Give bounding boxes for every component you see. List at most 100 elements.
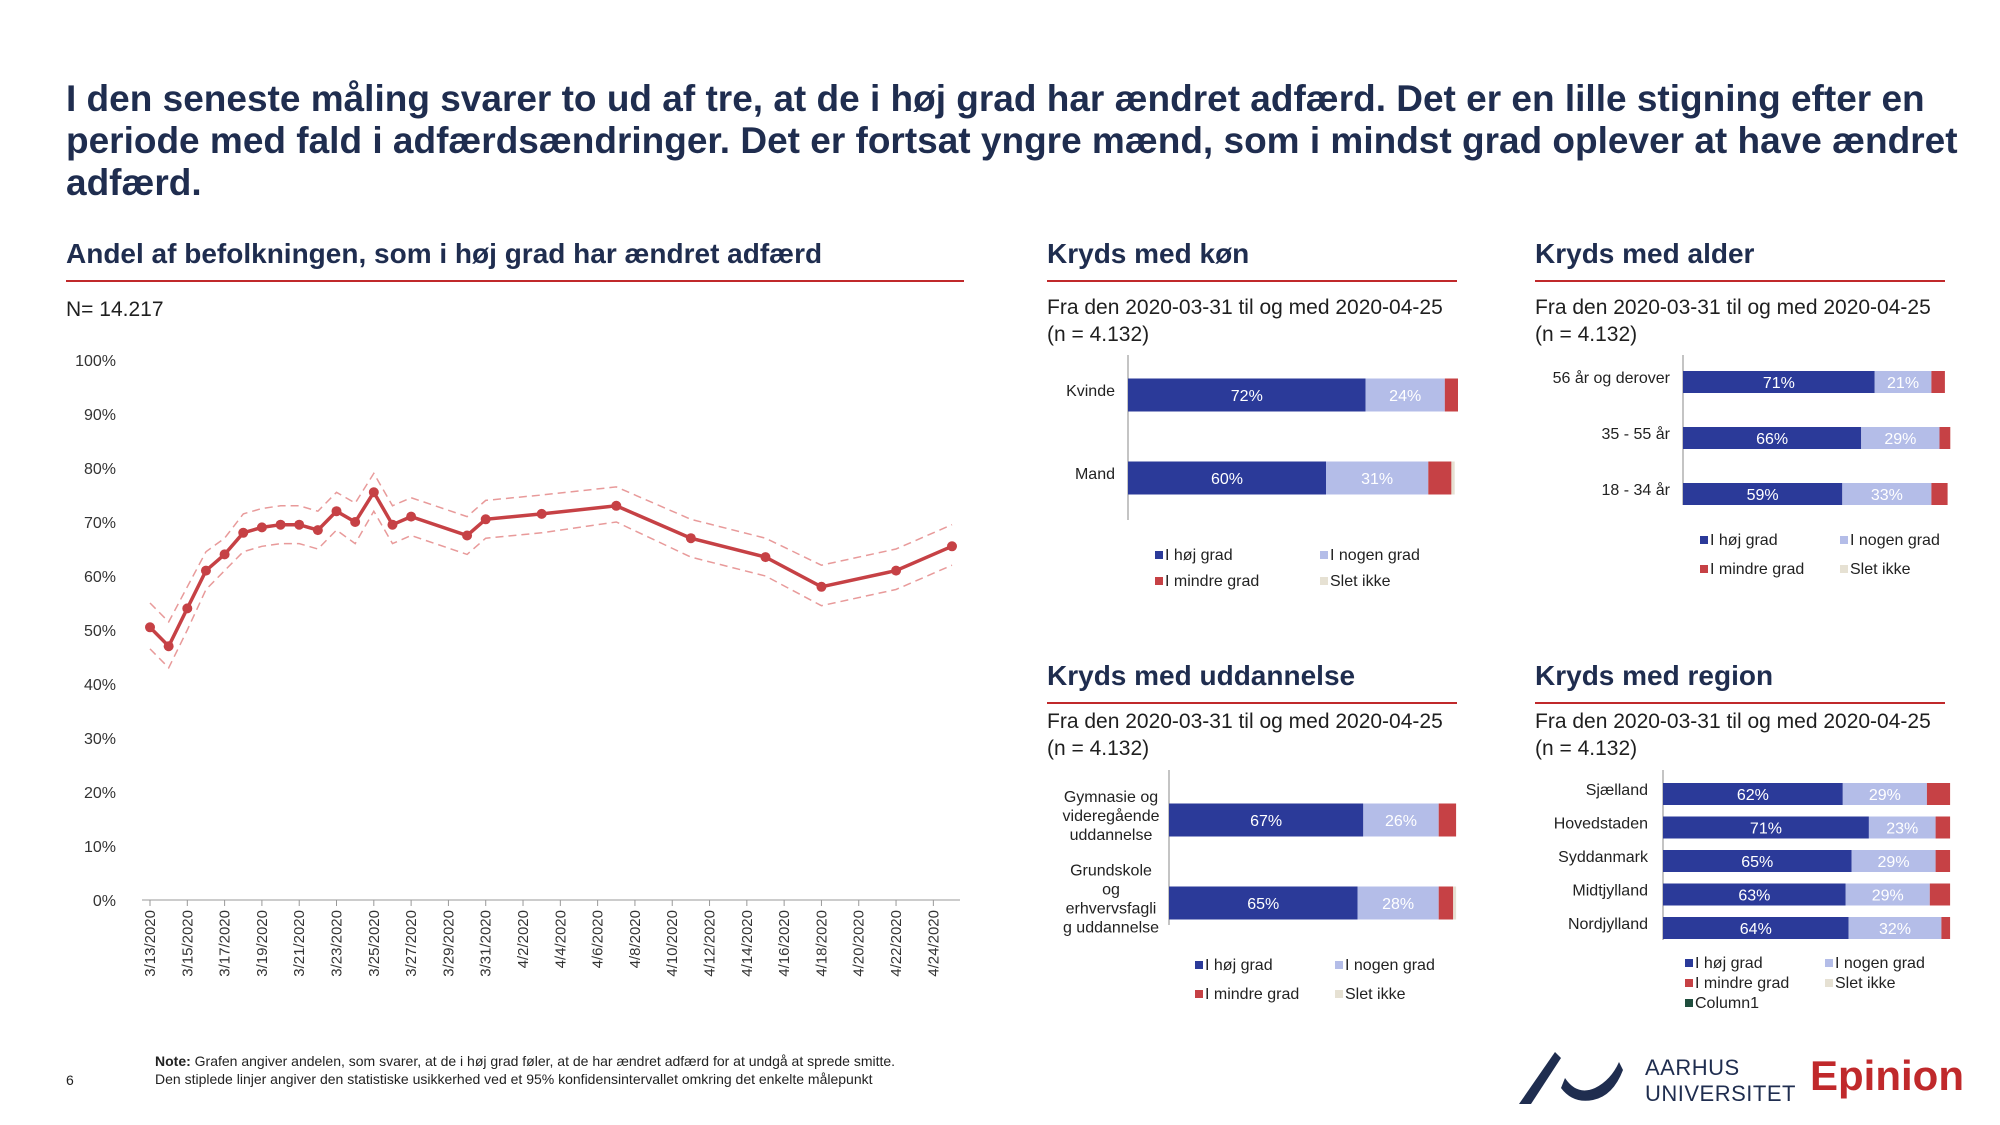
legend-swatch xyxy=(1825,979,1833,987)
age-stacked-bar-chart: 71% 21% 56 år og derover 66% 29% 35 - 55 år 59… xyxy=(1553,355,1951,578)
line-chart-title-rule xyxy=(66,280,964,282)
data-point xyxy=(256,522,267,533)
category-label: g uddannelse xyxy=(1063,920,1159,937)
y-tick-label: 50% xyxy=(84,623,116,640)
y-tick-label: 20% xyxy=(84,785,116,802)
y-tick-label: 30% xyxy=(84,731,116,748)
x-tick-label: 4/10/2020 xyxy=(664,910,681,977)
x-tick-label: 4/20/2020 xyxy=(851,910,868,977)
age-panel-subtitle: Fra den 2020-03-31 til og med 2020-04-25… xyxy=(1535,294,1931,348)
x-tick-label: 3/17/2020 xyxy=(217,910,234,977)
bar-segment xyxy=(1438,886,1454,920)
y-tick-label: 40% xyxy=(84,677,116,694)
bar-segment xyxy=(1931,371,1945,393)
data-label: 29% xyxy=(1872,888,1904,905)
region-panel-rule xyxy=(1535,702,1945,704)
legend-label: Column1 xyxy=(1695,995,1759,1012)
gender-panel-rule xyxy=(1047,280,1457,282)
data-point xyxy=(462,530,473,541)
x-tick-label: 3/25/2020 xyxy=(366,910,383,977)
bar-segment xyxy=(1861,427,1940,449)
data-label: 72% xyxy=(1231,388,1263,405)
page-headline: I den seneste måling svarer to ud af tre… xyxy=(66,78,1958,203)
data-label: 32% xyxy=(1879,921,1911,938)
bar-segment xyxy=(1169,886,1358,920)
age-panel-title: Kryds med alder xyxy=(1535,238,1755,269)
bar-segment xyxy=(1357,886,1439,920)
legend-swatch xyxy=(1195,961,1203,969)
data-label: 65% xyxy=(1247,896,1279,913)
bar-segment xyxy=(1363,803,1439,837)
data-label: 23% xyxy=(1886,821,1918,838)
bar-segment xyxy=(1939,427,1951,449)
data-label: 29% xyxy=(1878,854,1910,871)
data-label: 60% xyxy=(1211,471,1243,488)
data-point xyxy=(200,565,211,576)
bar-segment xyxy=(1365,378,1445,412)
bar-segment xyxy=(1935,850,1951,872)
x-tick-label: 3/13/2020 xyxy=(142,910,159,977)
y-tick-label: 10% xyxy=(84,839,116,856)
data-label: 21% xyxy=(1887,375,1919,392)
x-tick-label: 4/16/2020 xyxy=(776,910,793,977)
legend-swatch xyxy=(1320,551,1328,559)
page-number: 6 xyxy=(66,1072,74,1088)
region-panel-period: Fra den 2020-03-31 til og med 2020-04-25 xyxy=(1535,710,1931,733)
data-point xyxy=(368,487,379,498)
x-tick-label: 4/18/2020 xyxy=(813,910,830,977)
line-chart-n-label: N= 14.217 xyxy=(66,298,164,321)
data-point xyxy=(480,514,491,525)
category-label: erhvervsfagli xyxy=(1066,901,1157,918)
legend-swatch xyxy=(1195,990,1203,998)
bar-segment xyxy=(1663,816,1869,839)
bar-segment xyxy=(1683,483,1843,505)
footnote-line-1: Grafen angiver andelen, som svarer, at d… xyxy=(190,1053,896,1069)
data-label: 24% xyxy=(1389,388,1421,405)
bar-segment xyxy=(1663,850,1852,872)
bar-segment xyxy=(1935,816,1951,839)
data-label: 65% xyxy=(1741,854,1773,871)
footnote-label: Note: xyxy=(155,1053,191,1069)
line-chart-title: Andel af befolkningen, som i høj grad ha… xyxy=(66,238,823,269)
data-point xyxy=(611,500,622,511)
line-chart: 100% 90% 80% 70% 60% 50% 40% 30% 20% 10% 0% 3/13/20… xyxy=(75,353,960,977)
legend-swatch xyxy=(1155,577,1163,585)
x-tick-label: 3/31/2020 xyxy=(478,910,495,977)
education-panel-subtitle: Fra den 2020-03-31 til og med 2020-04-25… xyxy=(1047,708,1443,762)
bar-segment xyxy=(1929,883,1951,906)
bar-segment xyxy=(1326,461,1429,495)
aarhus-wordmark-line-2: UNIVERSITET xyxy=(1645,1081,1796,1106)
data-point xyxy=(947,541,957,552)
legend-label: I høj grad xyxy=(1205,957,1273,974)
legend-swatch xyxy=(1320,577,1328,585)
data-label: 33% xyxy=(1871,487,1903,504)
bar-segment xyxy=(1842,783,1927,805)
legend-swatch xyxy=(1700,536,1708,544)
bar-segment xyxy=(1926,783,1951,805)
x-tick-label: 4/2/2020 xyxy=(515,910,532,968)
bar-segment xyxy=(1128,378,1366,412)
x-tick-label: 3/29/2020 xyxy=(440,910,457,977)
bar-segment xyxy=(1683,427,1862,449)
age-panel-rule xyxy=(1535,280,1945,282)
legend-label: Slet ikke xyxy=(1850,561,1911,578)
data-point xyxy=(760,552,771,563)
category-label: 56 år og derover xyxy=(1553,369,1671,387)
bar-segment xyxy=(1451,461,1455,495)
x-tick-label: 3/21/2020 xyxy=(291,910,308,977)
gender-panel-period: Fra den 2020-03-31 til og med 2020-04-25 xyxy=(1047,296,1443,319)
data-label: 28% xyxy=(1382,896,1414,913)
data-point xyxy=(312,525,323,536)
legend-label: I høj grad xyxy=(1695,955,1763,972)
data-label: 64% xyxy=(1740,921,1772,938)
education-panel-rule xyxy=(1047,702,1457,704)
y-tick-label: 60% xyxy=(84,569,116,586)
legend-swatch xyxy=(1685,979,1693,987)
y-tick-label: 100% xyxy=(75,353,116,370)
data-point xyxy=(891,565,902,576)
aarhus-university-wordmark: AARHUS UNIVERSITET xyxy=(1645,1055,1796,1107)
legend-label: I mindre grad xyxy=(1695,975,1789,992)
data-label: 71% xyxy=(1763,375,1795,392)
bar-segment xyxy=(1438,803,1457,837)
legend-label: I mindre grad xyxy=(1710,561,1804,578)
